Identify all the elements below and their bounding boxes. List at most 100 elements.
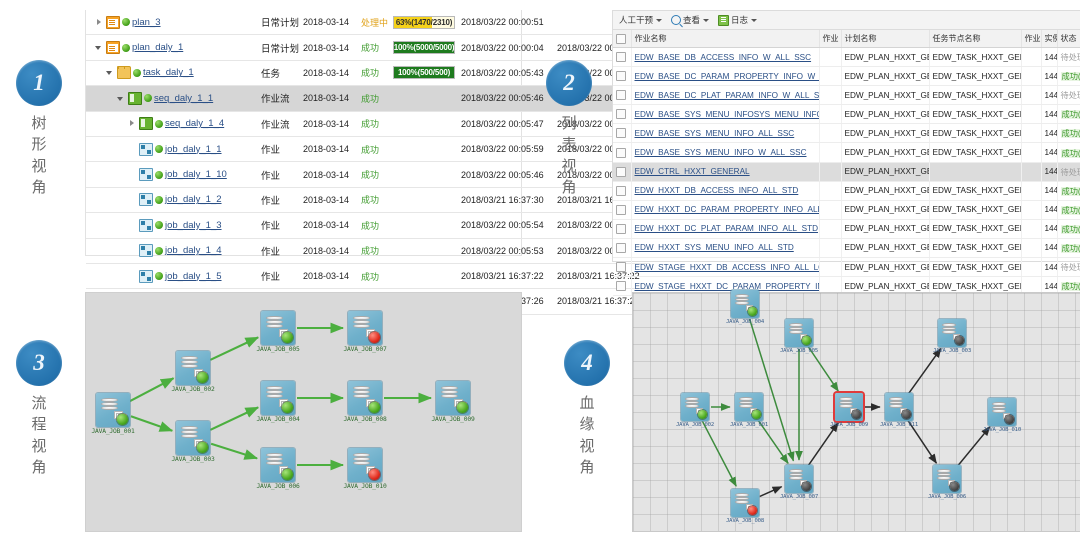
job-name-link[interactable]: EDW_STAGE_HXXT_DC_PARAM_PROPERTY_INFO_AL…	[634, 281, 819, 291]
row-checkbox[interactable]	[616, 242, 626, 253]
tree-row[interactable]: plan_3 日常计划 2018-03-14 处理中 63%(1470/2310) 201…	[86, 10, 650, 36]
row-checkbox[interactable]	[616, 185, 626, 196]
job-node-icon[interactable]	[348, 448, 382, 482]
list-column-header[interactable]: 实例	[1041, 30, 1058, 48]
job-node-icon[interactable]	[988, 398, 1016, 426]
list-toolbar[interactable]: 人工干预 查看 日志	[613, 11, 1080, 30]
graph-node[interactable]: JAVA_JOB_006	[256, 448, 300, 490]
job-node-icon[interactable]	[348, 381, 382, 415]
tree-cell-name[interactable]: job_daly_1_10	[86, 161, 258, 188]
graph-node[interactable]: JAVA_JOB_010	[983, 398, 1021, 433]
row-checkbox[interactable]	[616, 52, 626, 63]
tree-cell-name[interactable]: job_daly_1_3	[86, 212, 258, 239]
graph-node[interactable]: JAVA_JOB_005	[256, 311, 300, 353]
list-row[interactable]: EDW_HXXT_DC_PARAM_PROPERTY_INFO_ALL_STD E…	[613, 200, 1080, 220]
list-row[interactable]: EDW_BASE_DB_ACCESS_INFO_W_ALL_SSC EDW_PLA…	[613, 47, 1080, 68]
row-checkbox[interactable]	[616, 223, 626, 234]
job-node-icon[interactable]	[681, 393, 709, 421]
list-cell-name[interactable]: EDW_BASE_DC_PARAM_PROPERTY_INFO_W_ALL_SS…	[631, 66, 820, 87]
graph-node[interactable]: JAVA_JOB_002	[676, 393, 714, 428]
tree-cell-name[interactable]: job_daly_1_5	[86, 263, 258, 290]
list-row[interactable]: EDW_HXXT_DB_ACCESS_INFO_ALL_STD EDW_PLAN_…	[613, 181, 1080, 201]
list-cell-name[interactable]: EDW_BASE_DC_PLAT_PARAM_INFO_W_ALL_SSC	[631, 85, 820, 106]
lineage-view-panel[interactable]: JAVA_JOB_004 JAVA_JOB_005 JAVA_JOB_003 JAVA…	[632, 290, 1080, 532]
job-node-icon[interactable]	[96, 393, 130, 427]
graph-node[interactable]: JAVA_JOB_007	[780, 465, 818, 500]
list-row[interactable]: EDW_BASE_SYS_MENU_INFOSYS_MENU_INFO_ALL_…	[613, 104, 1080, 125]
row-checkbox[interactable]	[616, 262, 626, 273]
list-cell-checkbox[interactable]	[613, 123, 632, 144]
tree-node-link[interactable]: plan_daly_1	[132, 42, 184, 54]
row-checkbox[interactable]	[616, 109, 626, 120]
select-all-checkbox[interactable]	[616, 33, 626, 44]
tree-node-link[interactable]: seq_daly_1_1	[154, 92, 214, 104]
tree-cell-name[interactable]: task_daly_1	[86, 60, 258, 87]
tree-node-link[interactable]: plan_3	[132, 16, 161, 28]
tree-expander-icon[interactable]	[95, 43, 104, 52]
list-cell-checkbox[interactable]	[613, 257, 632, 278]
job-name-link[interactable]: EDW_BASE_DC_PARAM_PROPERTY_INFO_W_ALL_SS…	[634, 71, 819, 81]
row-checkbox[interactable]	[616, 147, 626, 158]
row-checkbox[interactable]	[616, 128, 626, 139]
row-checkbox[interactable]	[616, 90, 626, 101]
job-name-link[interactable]: EDW_HXXT_DB_ACCESS_INFO_ALL_STD	[634, 186, 799, 196]
list-row[interactable]: EDW_BASE_DC_PLAT_PARAM_INFO_W_ALL_SSC EDW…	[613, 85, 1080, 106]
job-name-link[interactable]: EDW_BASE_SYS_MENU_INFO_W_ALL_SSC	[634, 148, 807, 158]
graph-node[interactable]: JAVA_JOB_005	[780, 319, 818, 354]
list-cell-name[interactable]: EDW_HXXT_DC_PARAM_PROPERTY_INFO_ALL_STD	[631, 200, 820, 220]
job-name-link[interactable]: EDW_BASE_SYS_MENU_INFO_ALL_SSC	[634, 128, 795, 138]
graph-node[interactable]: JAVA_JOB_004	[256, 381, 300, 423]
job-node-icon[interactable]	[938, 319, 966, 347]
tree-row[interactable]: job_daly_1_4 作业 2018-03-14 成功 2018/03/22 00:…	[86, 238, 650, 264]
job-name-link[interactable]: EDW_HXXT_DC_PLAT_PARAM_INFO_ALL_STD	[634, 224, 819, 234]
graph-node[interactable]: JAVA_JOB_001	[91, 393, 135, 435]
list-cell-name[interactable]: EDW_HXXT_SYS_MENU_INFO_ALL_STD	[631, 238, 820, 259]
toolbar-item[interactable]: 日志	[718, 14, 758, 26]
list-row[interactable]: EDW_BASE_SYS_MENU_INFO_ALL_SSC EDW_PLAN_H…	[613, 123, 1080, 144]
graph-node[interactable]: JAVA_JOB_003	[933, 319, 971, 354]
tree-node-link[interactable]: job_daly_1_2	[165, 194, 222, 206]
job-node-icon[interactable]	[785, 319, 813, 347]
tree-cell-name[interactable]: plan_3	[86, 10, 258, 36]
list-cell-checkbox[interactable]	[613, 66, 632, 87]
job-node-icon[interactable]	[785, 465, 813, 493]
row-checkbox[interactable]	[616, 204, 626, 215]
tree-cell-name[interactable]: seq_daly_1_1	[86, 85, 258, 112]
graph-node[interactable]: JAVA_JOB_010	[343, 448, 387, 490]
tree-node-link[interactable]: seq_daly_1_4	[165, 118, 225, 130]
list-row[interactable]: EDW_HXXT_SYS_MENU_INFO_ALL_STD EDW_PLAN_H…	[613, 238, 1080, 259]
row-checkbox[interactable]	[616, 166, 626, 177]
tree-expander-icon[interactable]	[128, 170, 137, 179]
tree-cell-name[interactable]: seq_daly_1_4	[86, 111, 258, 137]
tree-node-link[interactable]: job_daly_1_5	[165, 270, 222, 282]
list-cell-checkbox[interactable]	[613, 142, 632, 163]
toolbar-item[interactable]: 人工干预	[619, 14, 663, 26]
tree-expander-icon[interactable]	[128, 195, 137, 204]
list-cell-name[interactable]: EDW_BASE_SYS_MENU_INFO_W_ALL_SSC	[631, 142, 820, 163]
tree-node-link[interactable]: job_daly_1_10	[165, 169, 227, 181]
toolbar-item[interactable]: 查看	[671, 14, 710, 26]
tree-expander-icon[interactable]	[117, 94, 126, 103]
tree-row[interactable]: task_daly_1 任务 2018-03-14 成功 100%(500/500) 20…	[86, 60, 650, 87]
list-column-header[interactable]: 状态	[1057, 30, 1080, 48]
graph-node[interactable]: JAVA_JOB_009	[830, 393, 868, 428]
list-cell-checkbox[interactable]	[613, 104, 632, 125]
tree-node-link[interactable]: job_daly_1_4	[165, 245, 222, 257]
list-cell-name[interactable]: EDW_BASE_SYS_MENU_INFOSYS_MENU_INFO_ALL_…	[631, 104, 820, 125]
tree-cell-name[interactable]: plan_daly_1	[86, 34, 258, 61]
graph-node[interactable]: JAVA_JOB_004	[726, 290, 764, 325]
tree-expander-icon[interactable]	[128, 246, 137, 255]
list-cell-checkbox[interactable]	[613, 200, 632, 220]
list-cell-name[interactable]: EDW_STAGE_HXXT_DB_ACCESS_INFO_ALL_LOAD	[631, 257, 820, 278]
list-cell-checkbox[interactable]	[613, 162, 632, 182]
list-row[interactable]: EDW_CTRL_HXXT_GENERAL EDW_PLAN_HXXT_GENER…	[613, 162, 1080, 182]
list-row[interactable]: EDW_BASE_SYS_MENU_INFO_W_ALL_SSC EDW_PLAN…	[613, 142, 1080, 163]
job-name-link[interactable]: EDW_HXXT_SYS_MENU_INFO_ALL_STD	[634, 243, 794, 253]
tree-row[interactable]: seq_daly_1_4 作业流 2018-03-14 成功 2018/03/22 00…	[86, 111, 650, 137]
tree-cell-name[interactable]: job_daly_1_2	[86, 187, 258, 214]
job-node-icon[interactable]	[933, 465, 961, 493]
list-cell-checkbox[interactable]	[613, 276, 632, 297]
list-cell-name[interactable]: EDW_BASE_SYS_MENU_INFO_ALL_SSC	[631, 123, 820, 144]
list-column-header[interactable]: 作业	[1021, 30, 1042, 48]
